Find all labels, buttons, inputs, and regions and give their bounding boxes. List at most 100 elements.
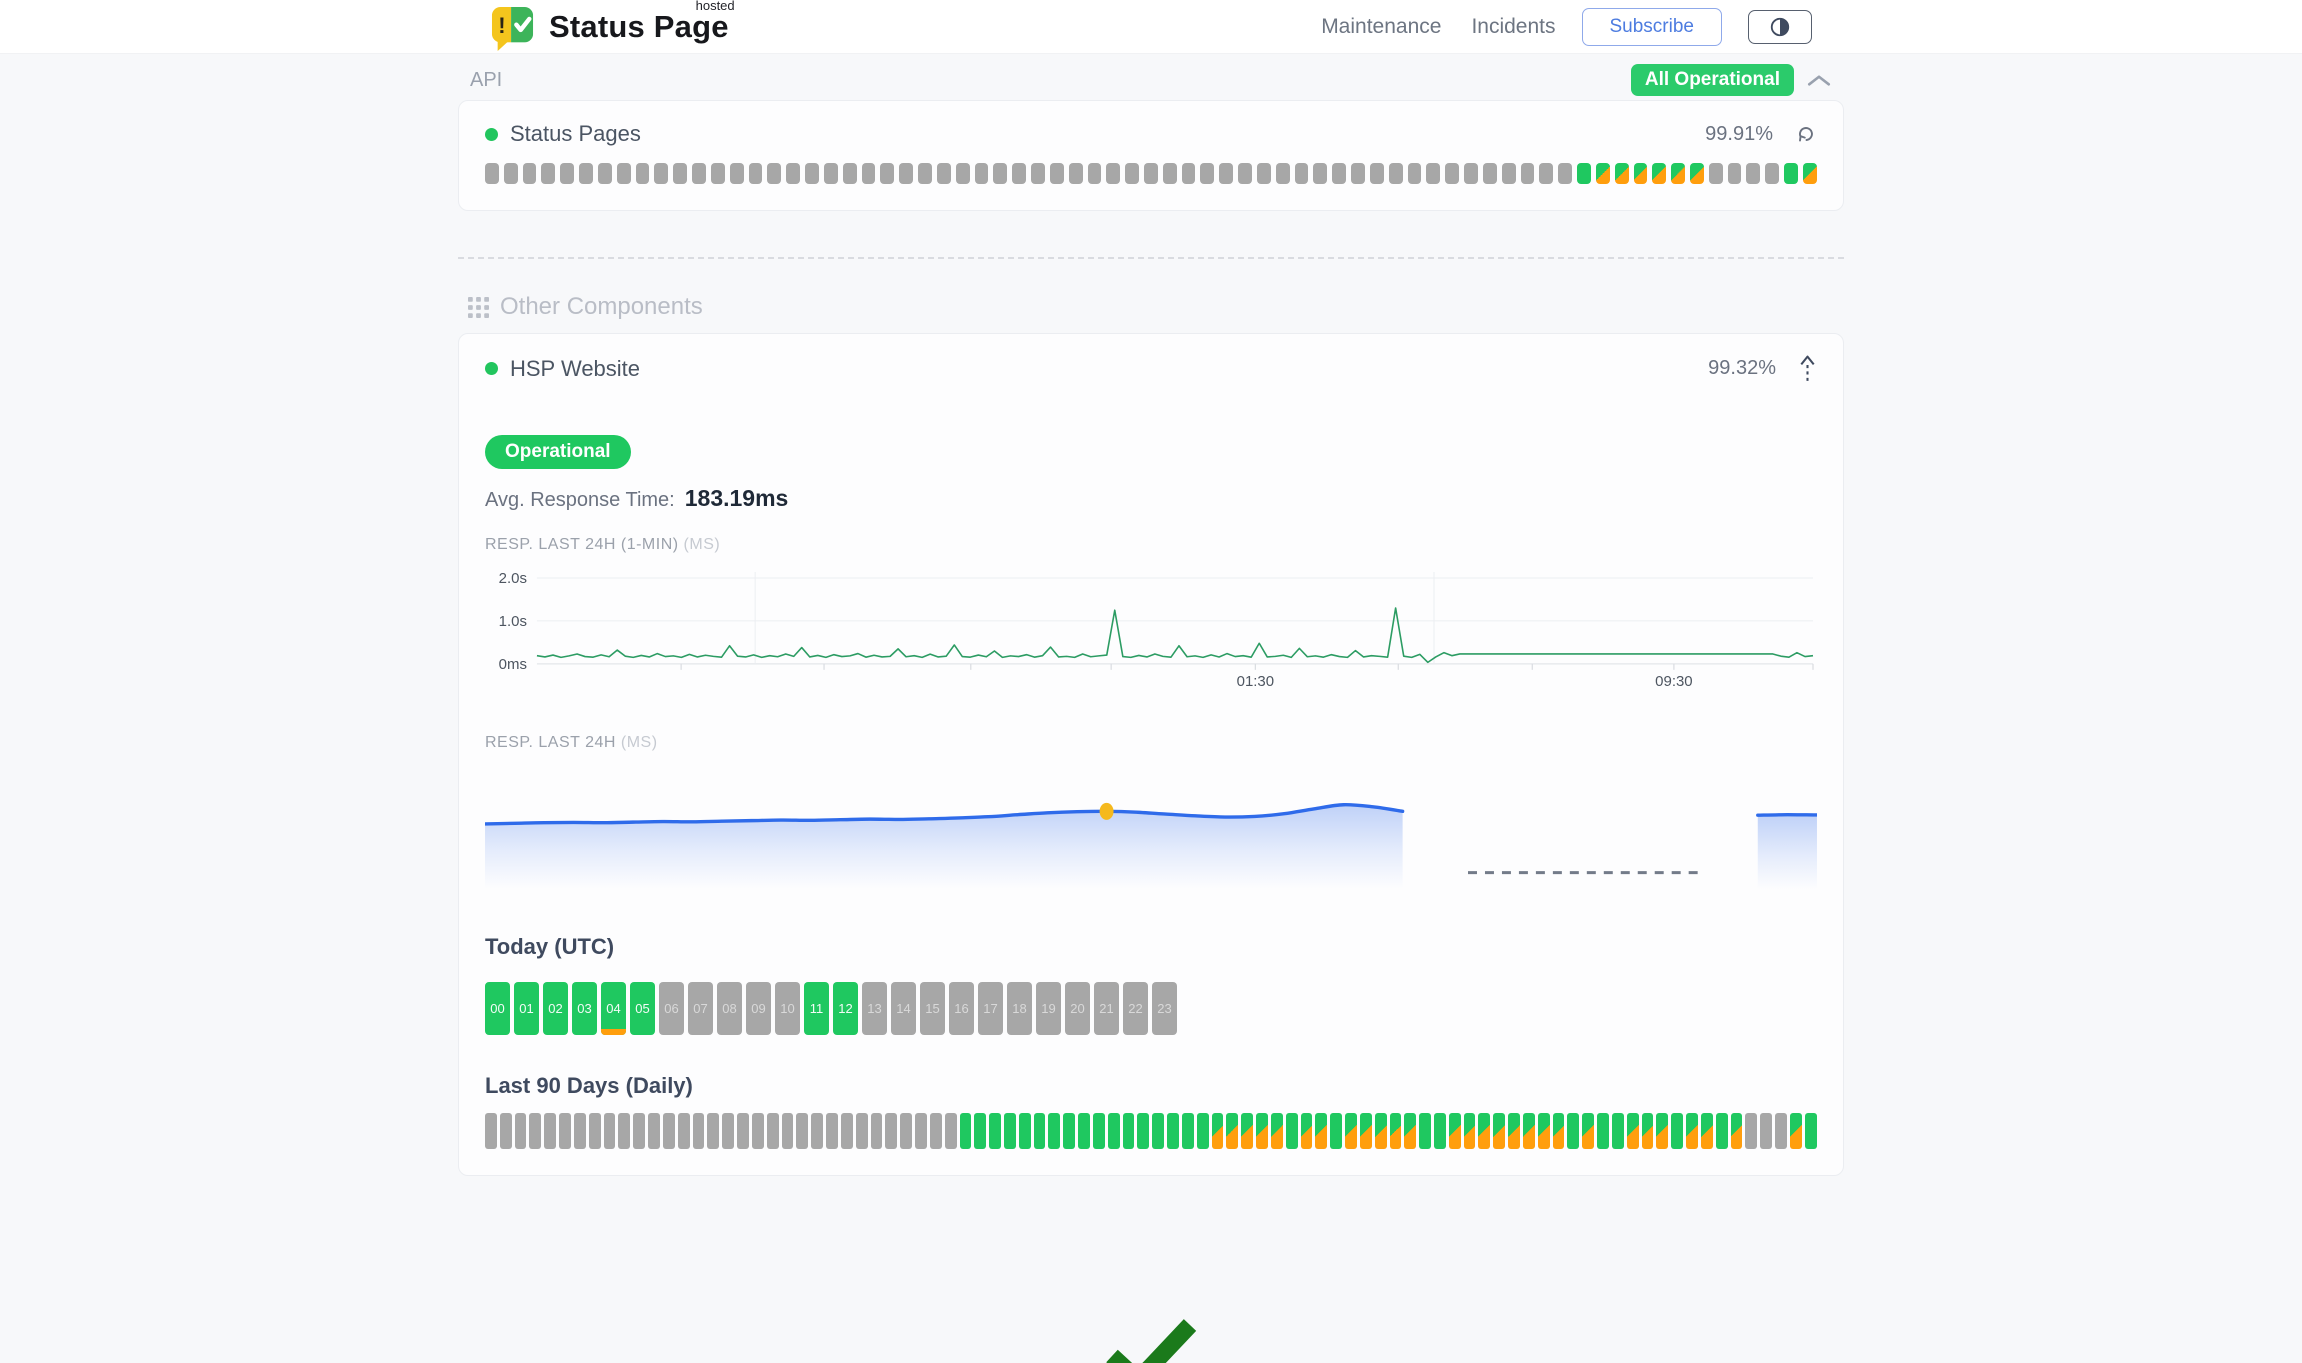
uptime-bar[interactable] [989, 1112, 1001, 1149]
uptime-bar[interactable] [1137, 1112, 1150, 1149]
uptime-bar[interactable] [1092, 1112, 1105, 1149]
uptime-bar[interactable] [729, 163, 744, 184]
uptime-bar[interactable] [936, 163, 951, 184]
uptime-bar[interactable] [503, 163, 518, 184]
uptime-bar[interactable] [766, 1112, 779, 1149]
uptime-bar[interactable] [1003, 1112, 1016, 1149]
uptime-bar[interactable] [974, 1112, 987, 1149]
hour-block[interactable]: 06 [659, 981, 684, 1035]
uptime-bar[interactable] [870, 1112, 883, 1149]
uptime-bar[interactable] [885, 1112, 898, 1149]
hour-block[interactable]: 12 [833, 981, 858, 1035]
uptime-bar[interactable] [1727, 163, 1742, 184]
uptime-bar[interactable] [573, 1112, 586, 1149]
uptime-bar[interactable] [1219, 163, 1234, 184]
uptime-bar[interactable] [1200, 163, 1215, 184]
uptime-bar[interactable] [1745, 1112, 1758, 1149]
uptime-bar[interactable] [1463, 1112, 1476, 1149]
uptime-bar[interactable] [737, 1112, 749, 1149]
hour-block[interactable]: 07 [688, 981, 713, 1035]
uptime-bar[interactable] [1351, 163, 1365, 184]
brand-logo[interactable]: ! hosted Status Page [490, 0, 735, 52]
uptime-bar[interactable] [1407, 163, 1422, 184]
uptime-bar[interactable] [1238, 163, 1252, 184]
uptime-bar[interactable] [1143, 163, 1158, 184]
uptime-bar[interactable] [579, 163, 593, 184]
uptime-bar[interactable] [1652, 163, 1667, 184]
uptime-bar[interactable] [1226, 1112, 1239, 1149]
uptime-bar[interactable] [915, 1112, 927, 1149]
uptime-bar[interactable] [1567, 1112, 1580, 1149]
uptime-bar[interactable] [1270, 1112, 1283, 1149]
uptime-bar[interactable] [1196, 1112, 1209, 1149]
uptime-bar[interactable] [485, 1112, 497, 1149]
uptime-bar[interactable] [1656, 1112, 1669, 1149]
uptime-bar[interactable] [855, 1112, 868, 1149]
uptime-bar[interactable] [880, 163, 895, 184]
uptime-bar[interactable] [1522, 1112, 1535, 1149]
uptime-bar[interactable] [1558, 163, 1573, 184]
uptime-bar[interactable] [541, 163, 556, 184]
uptime-bar[interactable] [796, 1112, 809, 1149]
hour-block[interactable]: 09 [746, 981, 771, 1035]
uptime-bar[interactable] [1686, 1112, 1698, 1149]
uptime-bar[interactable] [1256, 163, 1271, 184]
uptime-bar[interactable] [673, 163, 688, 184]
uptime-bar[interactable] [514, 1112, 527, 1149]
uptime-bar[interactable] [1374, 1112, 1387, 1149]
hour-block[interactable]: 23 [1152, 981, 1177, 1035]
uptime-bar[interactable] [842, 163, 857, 184]
uptime-bar[interactable] [944, 1112, 957, 1149]
uptime-bar[interactable] [1582, 1112, 1595, 1149]
uptime-bar[interactable] [826, 1112, 838, 1149]
uptime-bar[interactable] [654, 163, 669, 184]
uptime-bar[interactable] [1690, 163, 1704, 184]
hour-block[interactable]: 08 [717, 981, 742, 1035]
uptime-bar[interactable] [1448, 1112, 1461, 1149]
uptime-bar[interactable] [1520, 163, 1535, 184]
uptime-bar[interactable] [1359, 1112, 1372, 1149]
uptime-bar[interactable] [635, 163, 650, 184]
uptime-bar[interactable] [1765, 163, 1780, 184]
uptime-bar[interactable] [1595, 163, 1610, 184]
uptime-bar[interactable] [781, 1112, 794, 1149]
uptime-bar[interactable] [1633, 163, 1648, 184]
uptime-bar[interactable] [993, 163, 1008, 184]
uptime-bar[interactable] [1033, 1112, 1046, 1149]
uptime-bar[interactable] [767, 163, 782, 184]
uptime-bar[interactable] [1577, 163, 1591, 184]
uptime-bar[interactable] [1537, 1112, 1550, 1149]
hour-block[interactable]: 21 [1094, 981, 1119, 1035]
hour-block[interactable]: 11 [804, 981, 829, 1035]
uptime-bar[interactable] [1125, 163, 1139, 184]
uptime-bar[interactable] [1162, 163, 1177, 184]
uptime-bar[interactable] [974, 163, 989, 184]
uptime-bar[interactable] [522, 163, 537, 184]
uptime-bar[interactable] [861, 163, 876, 184]
uptime-bar[interactable] [1539, 163, 1554, 184]
uptime-bar[interactable] [616, 163, 631, 184]
uptime-bar[interactable] [751, 1112, 764, 1149]
uptime-bar[interactable] [692, 163, 706, 184]
uptime-bar[interactable] [1106, 163, 1121, 184]
uptime-bar[interactable] [1784, 163, 1798, 184]
uptime-bar[interactable] [1181, 163, 1196, 184]
hour-block[interactable]: 15 [920, 981, 945, 1035]
uptime-bar[interactable] [1181, 1112, 1194, 1149]
uptime-bar[interactable] [1626, 1112, 1639, 1149]
uptime-bar[interactable] [1445, 163, 1460, 184]
hour-block[interactable]: 03 [572, 981, 597, 1035]
uptime-bar[interactable] [597, 163, 612, 184]
trend-up-arrow-icon[interactable] [1798, 354, 1817, 383]
response-time-area-chart[interactable] [485, 774, 1817, 896]
uptime-bar[interactable] [485, 163, 499, 184]
uptime-bar[interactable] [1789, 1112, 1802, 1149]
uptime-bar[interactable] [1419, 1112, 1431, 1149]
uptime-bar[interactable] [588, 1112, 601, 1149]
uptime-bar[interactable] [1611, 1112, 1624, 1149]
hour-block[interactable]: 18 [1007, 981, 1032, 1035]
uptime-bar[interactable] [1464, 163, 1478, 184]
uptime-bar[interactable] [1388, 163, 1403, 184]
uptime-bar[interactable] [1369, 163, 1384, 184]
uptime-bar[interactable] [1152, 1112, 1165, 1149]
